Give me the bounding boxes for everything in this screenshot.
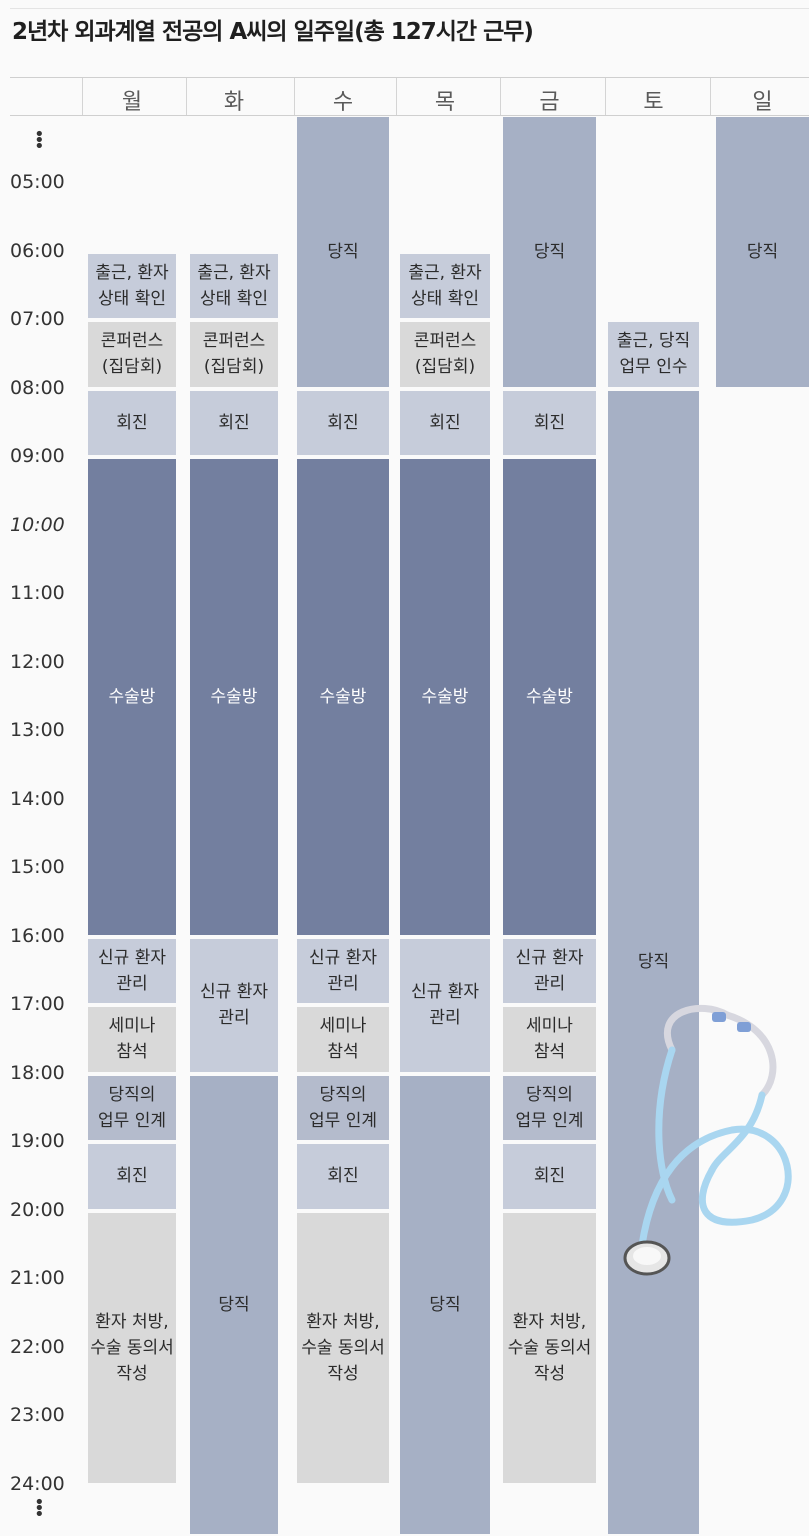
schedule-block: 회진 bbox=[400, 390, 490, 455]
schedule-block: 콘퍼런스 (집담회) bbox=[190, 322, 278, 387]
schedule-block: 회진 bbox=[190, 390, 278, 455]
schedule-block: 회진 bbox=[297, 390, 389, 455]
time-label: 05:00 bbox=[10, 171, 65, 193]
schedule-block: 회진 bbox=[88, 1144, 176, 1209]
day-header: 목 bbox=[434, 90, 456, 115]
schedule-block: 세미나 참석 bbox=[88, 1007, 176, 1072]
time-label: 20:00 bbox=[10, 1198, 65, 1221]
time-label: 23:00 bbox=[10, 1404, 65, 1426]
time-label: 11:00 bbox=[10, 582, 65, 604]
schedule-block: 당직 bbox=[716, 117, 809, 387]
time-label: 18:00 bbox=[10, 1061, 65, 1084]
schedule-block: 신규 환자 관리 bbox=[88, 938, 176, 1003]
time-label: 07:00 bbox=[10, 308, 65, 330]
header-separator bbox=[294, 78, 295, 115]
schedule-block: 당직 bbox=[503, 117, 596, 387]
time-label: 10:00 bbox=[10, 513, 65, 536]
schedule-block: 신규 환자 관리 bbox=[190, 938, 278, 1072]
time-label: 14:00 bbox=[10, 787, 65, 810]
time-label: 24:00 bbox=[10, 1472, 65, 1495]
schedule-block: 수술방 bbox=[400, 459, 490, 935]
stethoscope-icon bbox=[623, 1005, 792, 1276]
schedule-block: 수술방 bbox=[190, 459, 278, 935]
time-label: 06:00 bbox=[10, 239, 65, 262]
schedule-block: 출근, 환자 상태 확인 bbox=[190, 253, 278, 318]
schedule-block: 수술방 bbox=[503, 459, 596, 935]
day-header: 월 bbox=[121, 90, 143, 115]
schedule-block: 환자 처방, 수술 동의서 작성 bbox=[297, 1212, 389, 1483]
time-label: 21:00 bbox=[10, 1267, 65, 1289]
schedule-block: 세미나 참석 bbox=[503, 1007, 596, 1072]
day-header: 금 bbox=[539, 90, 560, 115]
schedule-block: 당직 bbox=[190, 1075, 278, 1534]
time-label: 16:00 bbox=[10, 924, 65, 947]
time-label: 12:00 bbox=[10, 650, 65, 673]
day-header: 일 bbox=[752, 90, 773, 115]
schedule-block: 수술방 bbox=[297, 459, 389, 935]
time-label: 08:00 bbox=[10, 376, 65, 399]
schedule-block: 출근, 환자 상태 확인 bbox=[88, 253, 176, 318]
schedule-block: 회진 bbox=[88, 390, 176, 455]
header-separator bbox=[396, 78, 397, 115]
schedule-block: 출근, 당직 업무 인수 bbox=[608, 322, 699, 387]
time-label: 22:00 bbox=[10, 1335, 65, 1358]
schedule-block: 회진 bbox=[503, 390, 596, 455]
header-separator bbox=[605, 78, 606, 115]
time-label: 13:00 bbox=[10, 719, 65, 741]
time-label: 17:00 bbox=[10, 993, 65, 1015]
time-label: 09:00 bbox=[10, 445, 65, 467]
schedule-block: 당직 bbox=[297, 117, 389, 387]
schedule-block: 당직의 업무 인계 bbox=[503, 1075, 596, 1140]
schedule-block: 수술방 bbox=[88, 459, 176, 935]
schedule-block: 당직의 업무 인계 bbox=[88, 1075, 176, 1140]
schedule-block: 출근, 환자 상태 확인 bbox=[400, 253, 490, 318]
ellipsis-bottom-icon: • • • bbox=[34, 1492, 45, 1525]
schedule-block: 세미나 참석 bbox=[297, 1007, 389, 1072]
header-separator bbox=[82, 78, 83, 115]
schedule-block: 콘퍼런스 (집담회) bbox=[400, 322, 490, 387]
schedule-block: 환자 처방, 수술 동의서 작성 bbox=[88, 1212, 176, 1483]
header-separator bbox=[500, 78, 501, 115]
day-header: 수 bbox=[332, 90, 354, 115]
day-header: 토 bbox=[643, 90, 664, 115]
header-separator bbox=[710, 78, 711, 115]
figure-title: 2년차 외과계열 전공의 A씨의 일주일(총 127시간 근무) bbox=[12, 19, 534, 45]
schedule-block: 당직 bbox=[608, 390, 699, 1534]
header-bottom-rule bbox=[10, 115, 809, 116]
schedule-block: 당직 bbox=[400, 1075, 490, 1534]
schedule-block: 회진 bbox=[503, 1144, 596, 1209]
schedule-block: 환자 처방, 수술 동의서 작성 bbox=[503, 1212, 596, 1483]
schedule-block: 신규 환자 관리 bbox=[400, 938, 490, 1072]
schedule-block: 회진 bbox=[297, 1144, 389, 1209]
schedule-block: 콘퍼런스 (집담회) bbox=[88, 322, 176, 387]
ellipsis-top-icon: • • • bbox=[34, 124, 45, 157]
header-top-rule bbox=[10, 77, 809, 78]
time-label: 15:00 bbox=[10, 856, 65, 878]
title-rule bbox=[10, 8, 809, 9]
schedule-block: 신규 환자 관리 bbox=[503, 938, 596, 1003]
header-separator bbox=[186, 78, 187, 115]
time-label: 19:00 bbox=[10, 1130, 65, 1152]
day-header: 화 bbox=[223, 90, 245, 115]
schedule-block: 당직의 업무 인계 bbox=[297, 1075, 389, 1140]
schedule-block: 신규 환자 관리 bbox=[297, 938, 389, 1003]
